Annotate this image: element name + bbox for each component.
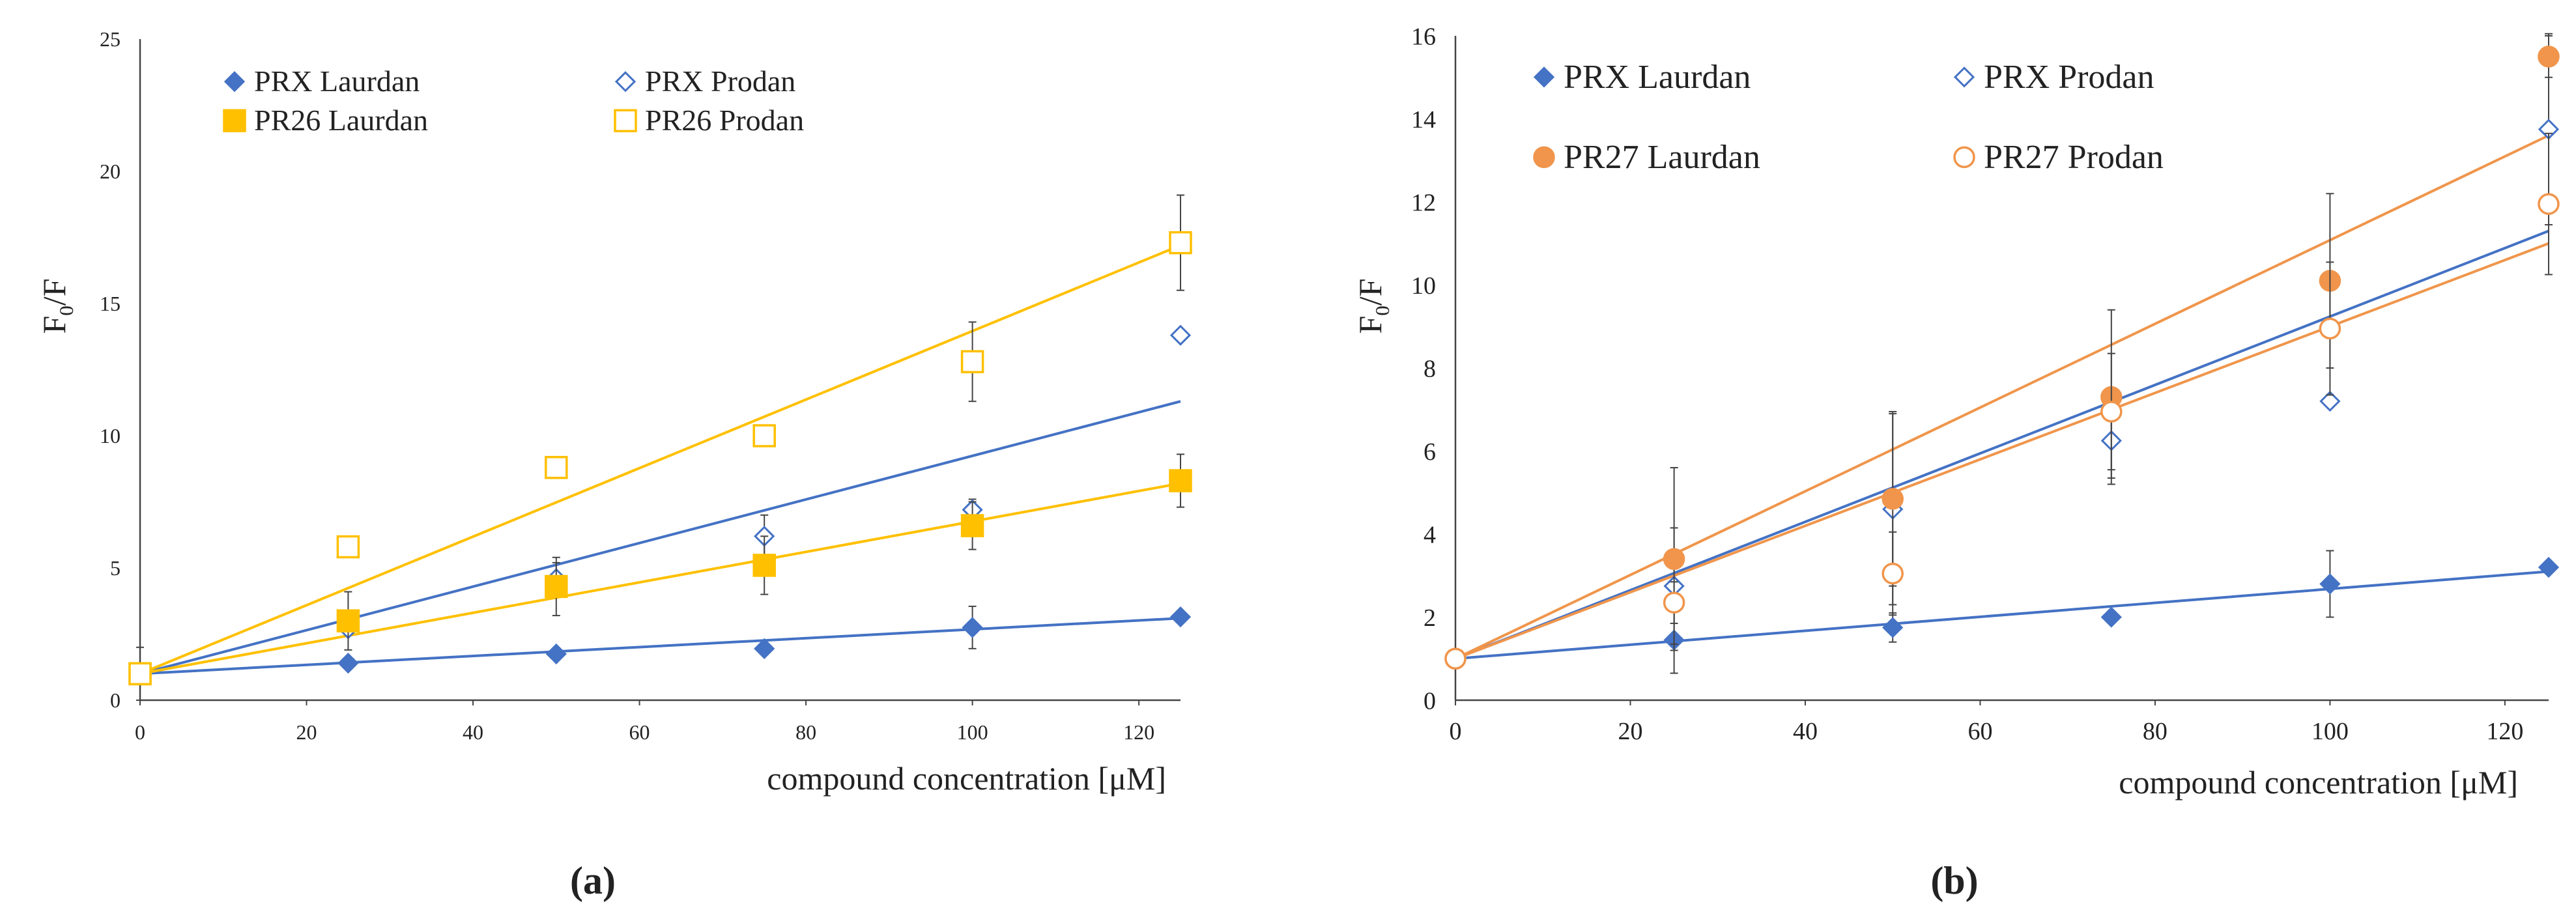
data-point xyxy=(1169,231,1192,255)
y-axis-label-tail: /F xyxy=(1352,278,1388,305)
y-tick-label: 16 xyxy=(1411,23,1436,50)
data-point xyxy=(752,424,776,447)
y-tick-label: 5 xyxy=(110,556,121,580)
x-tick-label: 0 xyxy=(135,720,145,744)
x-tick-label: 120 xyxy=(2486,718,2523,745)
x-tick-label: 60 xyxy=(1968,718,1992,745)
data-point xyxy=(1663,591,1685,614)
trendline xyxy=(139,617,1181,675)
y-axis-label-sub: 0 xyxy=(1371,305,1394,316)
legend-marker xyxy=(1953,146,1975,169)
y-axis-label: F0/F xyxy=(36,278,78,333)
legend-label: PRX Laurdan xyxy=(1564,59,1751,96)
data-point xyxy=(2319,390,2341,412)
data-point xyxy=(2538,193,2560,215)
data-point xyxy=(1882,562,1904,585)
x-tick-label: 40 xyxy=(463,720,483,744)
y-tick-label: 12 xyxy=(1411,189,1436,216)
data-point xyxy=(1663,548,1685,570)
x-tick-label: 20 xyxy=(1618,718,1642,745)
y-tick-label: 4 xyxy=(1424,521,1436,548)
legend-label: PR27 Laurdan xyxy=(1564,139,1760,176)
legend-marker xyxy=(1533,66,1555,88)
data-point xyxy=(545,455,568,479)
data-point xyxy=(1169,324,1192,346)
trendline xyxy=(139,244,1181,675)
y-tick-label: 15 xyxy=(100,292,121,315)
panel-label: (b) xyxy=(1930,859,1978,902)
panel-b: 0 20 40 60 80 100 1200246810121416F0/Fcompound… xyxy=(1352,23,2560,902)
data-point xyxy=(2319,573,2341,595)
y-tick-label: 0 xyxy=(110,688,121,712)
y-tick-label: 14 xyxy=(1411,106,1436,134)
y-tick-label: 20 xyxy=(100,160,121,183)
legend-marker xyxy=(1533,146,1555,169)
data-point xyxy=(1882,617,1904,638)
data-point xyxy=(2100,401,2123,423)
y-axis-label: F0/F xyxy=(1352,278,1394,333)
legend-label: PRX Laurdan xyxy=(254,64,420,98)
data-point xyxy=(752,554,776,577)
data-point xyxy=(128,662,152,686)
y-tick-label: 2 xyxy=(1424,604,1436,632)
legend-marker xyxy=(223,109,246,133)
trendline xyxy=(1455,229,2549,660)
data-point xyxy=(1444,647,1467,670)
legend-label: PR26 Prodan xyxy=(645,104,804,137)
y-tick-label: 10 xyxy=(1411,272,1436,300)
legend-label: PRX Prodan xyxy=(645,64,795,98)
legend-marker xyxy=(223,71,246,92)
x-tick-label: 80 xyxy=(2143,718,2168,745)
legend-marker xyxy=(614,109,637,133)
data-point xyxy=(2538,46,2560,68)
data-point xyxy=(337,653,359,674)
data-point xyxy=(545,574,568,599)
legend-label: PR26 Laurdan xyxy=(254,104,428,137)
trendline xyxy=(1455,242,2549,660)
x-tick-label: 60 xyxy=(629,720,650,744)
data-point xyxy=(960,350,984,374)
x-tick-label: 20 xyxy=(296,720,317,744)
data-point xyxy=(754,638,775,659)
x-tick-label: 40 xyxy=(1793,718,1818,745)
y-tick-label: 0 xyxy=(1424,687,1436,715)
data-point xyxy=(336,609,360,632)
trendline xyxy=(1455,570,2549,660)
data-point xyxy=(2100,606,2122,628)
trendline xyxy=(1455,134,2549,660)
y-tick-label: 8 xyxy=(1424,355,1436,382)
legend-marker xyxy=(1953,66,1975,88)
data-point xyxy=(960,514,984,537)
data-point xyxy=(962,617,983,638)
x-tick-label: 120 xyxy=(1123,720,1154,744)
y-tick-label: 6 xyxy=(1424,438,1436,466)
data-point xyxy=(2319,317,2341,340)
y-tick-label: 25 xyxy=(100,27,121,51)
trendline xyxy=(139,400,1181,675)
data-point xyxy=(1169,469,1192,492)
data-point xyxy=(1882,488,1904,510)
x-tick-label: 100 xyxy=(2311,718,2349,745)
y-axis-label-main: F xyxy=(36,316,72,334)
x-axis-label: compound concentration [μM] xyxy=(2119,764,2518,801)
panel-label: (a) xyxy=(570,859,616,902)
legend-label: PR27 Prodan xyxy=(1984,139,2164,176)
x-tick-label: 80 xyxy=(795,720,816,744)
legend-label: PRX Prodan xyxy=(1984,59,2154,96)
y-axis-label-sub: 0 xyxy=(55,305,78,316)
legend-marker xyxy=(614,71,637,92)
data-point xyxy=(336,535,360,559)
x-axis-label: compound concentration [μM] xyxy=(767,760,1166,797)
data-point xyxy=(1169,606,1192,628)
y-axis-label-main: F xyxy=(1352,316,1388,334)
data-point xyxy=(545,643,567,665)
data-point xyxy=(2538,556,2560,578)
x-tick-label: 100 xyxy=(957,720,988,744)
y-tick-label: 10 xyxy=(100,424,121,447)
trendline xyxy=(139,482,1181,675)
x-tick-label: 0 xyxy=(1450,718,1462,745)
y-axis-label-tail: /F xyxy=(36,278,72,305)
